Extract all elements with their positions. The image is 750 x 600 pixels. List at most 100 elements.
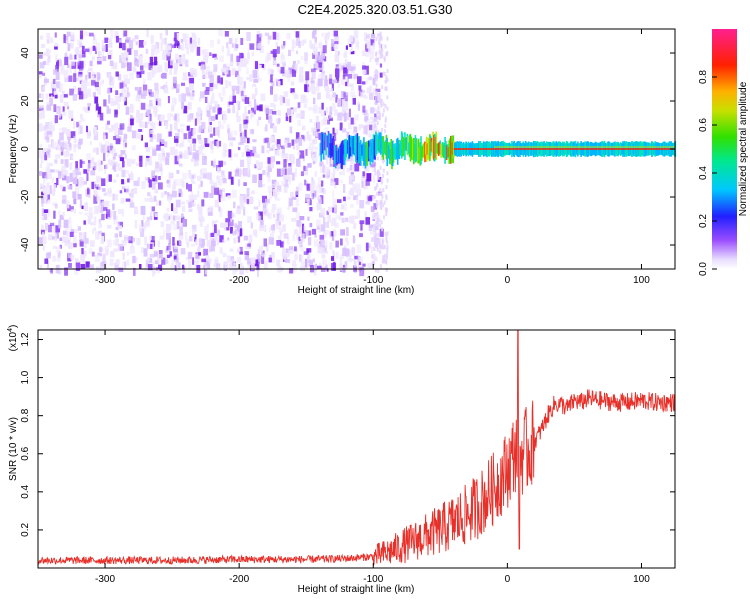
noise-cell [331, 256, 334, 261]
noise-cell [372, 88, 378, 97]
noise-cell [127, 178, 130, 183]
noise-cell [210, 236, 213, 241]
noise-cell [73, 198, 77, 205]
noise-cell [156, 199, 162, 206]
noise-cell [189, 91, 194, 101]
noise-cell [344, 248, 350, 256]
noise-cell [288, 67, 293, 75]
noise-cell [145, 147, 151, 153]
noise-cell [261, 145, 265, 154]
noise-cell [373, 167, 376, 172]
noise-cell [216, 229, 221, 236]
noise-cell [231, 189, 237, 198]
noise-cell [147, 104, 151, 110]
noise-cell [243, 182, 247, 186]
noise-cell [211, 160, 214, 166]
noise-cell [282, 240, 285, 245]
noise-cell [88, 248, 92, 254]
noise-cell [118, 154, 123, 158]
noise-cell [370, 39, 374, 46]
y-tick-label: 40 [20, 47, 31, 59]
noise-cell [42, 236, 47, 245]
noise-cell [39, 35, 44, 40]
noise-cell [118, 221, 123, 228]
noise-cell [252, 83, 257, 87]
noise-cell [134, 211, 139, 215]
noise-cell [178, 188, 182, 194]
noise-cell [218, 160, 223, 167]
noise-cell [150, 236, 155, 242]
noise-cell [243, 206, 246, 216]
noise-cell [94, 96, 99, 104]
noise-cell [203, 49, 208, 57]
noise-cell [372, 42, 376, 49]
noise-cell [201, 199, 205, 207]
noise-cell [185, 39, 188, 49]
noise-cell [278, 117, 281, 123]
noise-cell [162, 38, 166, 42]
noise-cell [380, 206, 383, 210]
noise-cell [130, 238, 134, 248]
noise-cell [364, 211, 368, 218]
noise-cell [261, 255, 265, 264]
noise-cell [65, 35, 69, 44]
noise-cell [257, 268, 259, 277]
noise-cell [143, 62, 149, 68]
noise-cell [138, 224, 142, 233]
noise-cell [291, 39, 295, 43]
noise-cell [65, 200, 70, 209]
noise-cell [69, 231, 74, 237]
noise-cell [160, 192, 165, 198]
noise-cell [114, 127, 118, 136]
noise-cell [373, 174, 376, 183]
noise-cell [48, 234, 53, 241]
noise-cell [211, 185, 215, 195]
noise-cell [243, 81, 246, 89]
noise-cell [202, 156, 207, 165]
noise-cell [267, 174, 271, 179]
noise-cell [47, 149, 51, 158]
noise-cell [159, 159, 163, 167]
noise-cell [245, 267, 248, 273]
noise-cell [154, 111, 158, 117]
noise-cell [94, 126, 97, 136]
noise-cell [376, 203, 379, 208]
noise-cell [209, 133, 213, 138]
noise-cell [379, 223, 382, 228]
noise-cell [375, 242, 378, 247]
noise-cell [96, 72, 100, 81]
noise-cell [218, 120, 222, 129]
noise-cell [382, 258, 385, 263]
noise-cell [347, 38, 351, 45]
noise-cell [209, 122, 212, 125]
noise-cell [190, 180, 196, 184]
noise-cell [371, 166, 376, 173]
noise-cell [149, 253, 155, 258]
noise-cell [381, 203, 384, 208]
noise-cell [127, 92, 131, 97]
noise-cell [357, 101, 360, 105]
noise-cell [258, 173, 263, 181]
noise-cell [302, 39, 307, 44]
noise-cell [182, 266, 186, 274]
noise-cell [124, 93, 130, 98]
noise-cell [376, 217, 379, 222]
noise-cell [123, 74, 128, 83]
noise-cell [127, 62, 132, 72]
noise-cell [138, 129, 143, 132]
noise-cell [218, 92, 222, 98]
noise-cell [333, 204, 337, 214]
noise-cell [226, 51, 231, 57]
noise-cell [301, 134, 305, 140]
noise-cell [241, 152, 245, 157]
noise-cell [206, 110, 211, 117]
noise-cell [72, 229, 78, 234]
noise-cell [301, 261, 305, 268]
signal-band [370, 139, 372, 163]
noise-cell [200, 144, 205, 150]
noise-cell [138, 133, 142, 139]
noise-cell [200, 217, 205, 222]
noise-cell [98, 230, 102, 235]
noise-cell [379, 37, 382, 42]
noise-cell [236, 55, 241, 62]
